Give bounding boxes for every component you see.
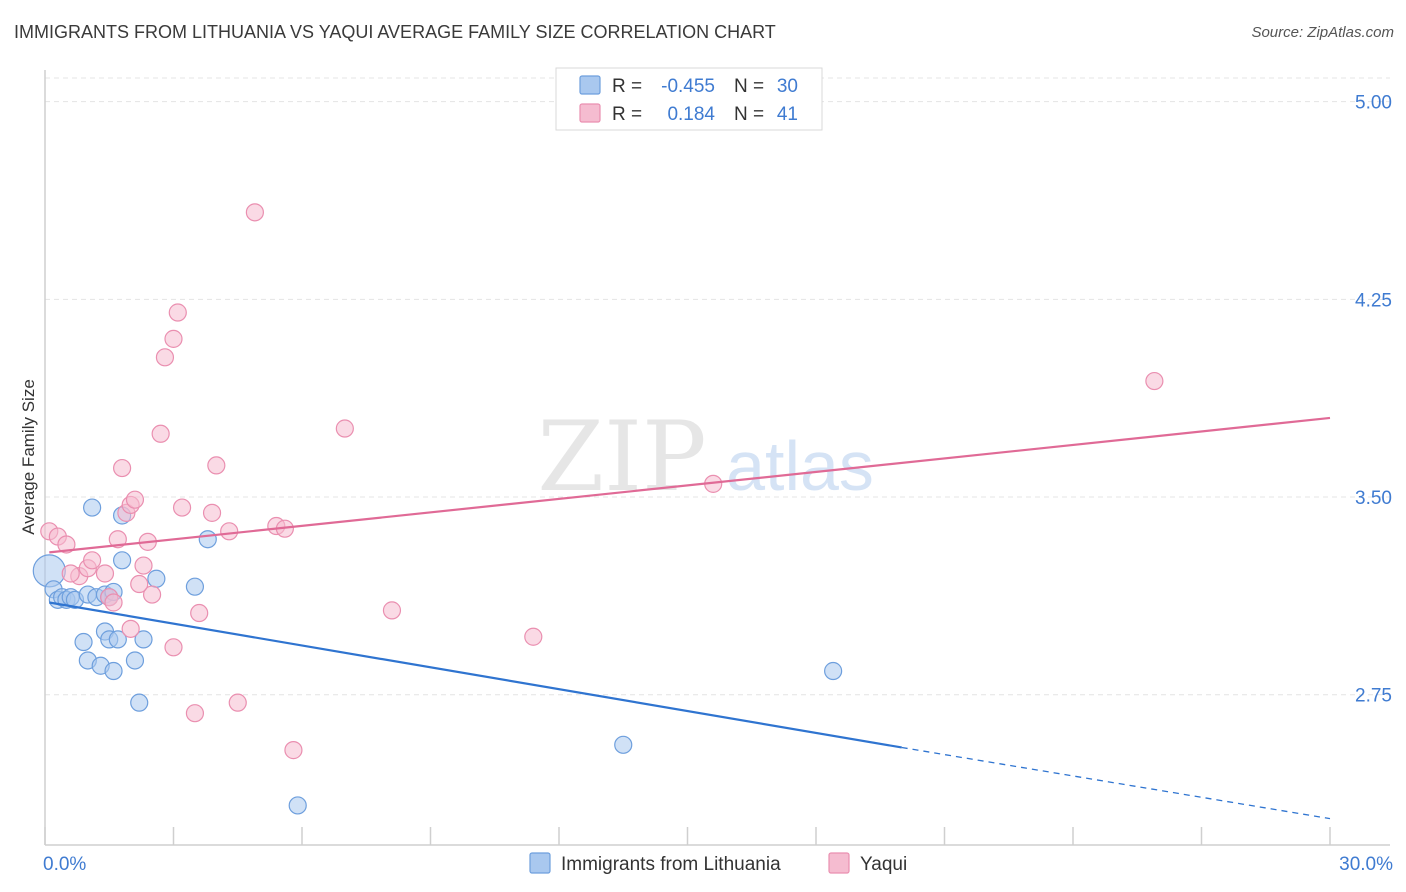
legend-swatch-yaqui — [828, 852, 850, 874]
yaqui-point — [202, 503, 222, 522]
legend-series: Immigrants from Lithuania Yaqui — [529, 852, 907, 875]
legend-swatch-lithuania — [529, 852, 551, 874]
grid-layer — [45, 77, 1390, 696]
yaqui-point — [172, 498, 192, 517]
lithuania-point — [74, 632, 93, 652]
points-layer — [32, 203, 1164, 815]
yaqui-point — [185, 704, 205, 723]
watermark: ZIP atlas — [537, 401, 874, 513]
lithuania-point — [198, 530, 217, 549]
yaqui-point — [104, 593, 123, 612]
legend-n-value: 30 — [777, 76, 798, 97]
yaqui-point — [151, 424, 170, 443]
yaqui-point — [95, 564, 115, 583]
yaqui-point — [245, 203, 264, 222]
yaqui-point — [155, 348, 175, 367]
y-tick-label: 2.75 — [1355, 686, 1392, 707]
legend-n-label: N = — [734, 104, 764, 125]
yaqui-point — [220, 522, 239, 541]
legend-stats: R = -0.455 N = 30 R = 0.184 N = 41 — [555, 67, 823, 131]
legend-swatch-pink — [579, 103, 601, 123]
x-tick-label: 30.0% — [1339, 854, 1393, 875]
yaqui-point — [168, 303, 187, 322]
legend-swatch-blue — [579, 75, 601, 95]
yaqui-point — [83, 551, 102, 570]
yaqui-point — [284, 741, 303, 760]
lithuania-point — [185, 577, 205, 596]
legend-label-lithuania: Immigrants from Lithuania — [561, 854, 781, 875]
lithuania-trend-extension — [901, 746, 1331, 820]
lithuania-point — [824, 661, 843, 681]
lithuania-trend-line — [49, 601, 902, 749]
legend-r-label: R = — [612, 104, 642, 125]
lithuania-point — [134, 630, 153, 649]
yaqui-point — [228, 693, 247, 712]
lithuania-point — [288, 796, 307, 815]
lithuania-point — [125, 651, 145, 670]
yaqui-point — [108, 530, 127, 549]
yaqui-point — [112, 458, 132, 478]
chart-title: IMMIGRANTS FROM LITHUANIA VS YAQUI AVERA… — [14, 22, 776, 42]
yaqui-point — [142, 585, 162, 604]
yaqui-point — [121, 619, 140, 638]
yaqui-point — [207, 456, 226, 475]
lithuania-point — [112, 551, 132, 570]
lithuania-point — [130, 693, 149, 712]
y-tick-label: 5.00 — [1355, 93, 1392, 114]
legend-r-label: R = — [612, 76, 642, 97]
y-tick-label: 3.50 — [1355, 488, 1392, 509]
lithuania-point — [104, 661, 123, 681]
axis-layer: 2.75 3.50 4.25 5.00 0.0% 30.0% — [43, 70, 1393, 875]
chart-source: Source: ZipAtlas.com — [1251, 24, 1394, 41]
yaqui-point — [164, 638, 183, 657]
lithuania-point — [83, 498, 102, 517]
yaqui-point — [335, 419, 354, 438]
watermark-atlas: atlas — [726, 427, 874, 505]
yaqui-point — [130, 574, 149, 594]
yaqui-point — [57, 535, 76, 554]
lithuania-point — [614, 735, 633, 754]
legend-label-yaqui: Yaqui — [860, 854, 907, 875]
legend-n-label: N = — [734, 76, 764, 97]
yaqui-point — [61, 564, 80, 583]
yaqui-point — [382, 601, 402, 620]
yaqui-point — [125, 490, 145, 509]
y-axis-label: Average Family Size — [19, 379, 38, 535]
x-tick-label: 0.0% — [43, 854, 86, 875]
yaqui-trend-line — [49, 416, 1331, 554]
yaqui-point — [524, 627, 543, 646]
watermark-zip: ZIP — [537, 401, 706, 513]
yaqui-point — [1145, 371, 1164, 391]
legend-r-value: -0.455 — [661, 76, 715, 97]
trend-layer — [49, 416, 1331, 820]
yaqui-point — [164, 329, 183, 348]
y-tick-label: 4.25 — [1355, 290, 1392, 311]
legend-r-value: 0.184 — [667, 104, 715, 125]
lithuania-point — [108, 630, 127, 649]
yaqui-point — [134, 556, 153, 575]
lithuania-point — [147, 569, 166, 588]
yaqui-point — [190, 603, 209, 623]
legend-n-value: 41 — [777, 104, 798, 125]
